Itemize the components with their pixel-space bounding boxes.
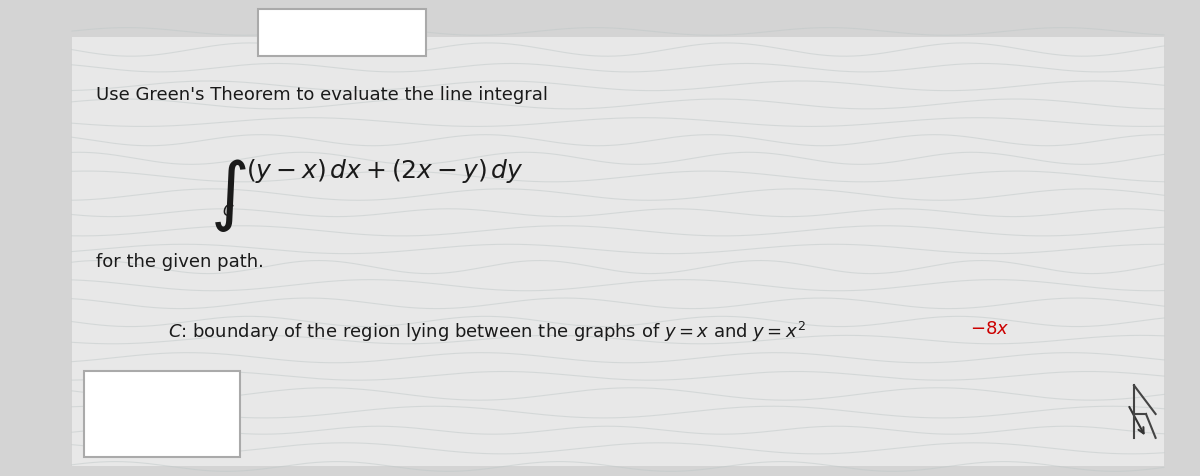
Text: $C$: boundary of the region lying between the graphs of $y = x$ and $y = x^{2}$: $C$: boundary of the region lying betwee… (168, 319, 805, 343)
FancyBboxPatch shape (258, 10, 426, 57)
Text: for the given path.: for the given path. (96, 252, 264, 270)
FancyBboxPatch shape (84, 371, 240, 457)
Text: $(y - x)\,dx + (2x - y)\,dy$: $(y - x)\,dx + (2x - y)\,dy$ (246, 157, 524, 185)
FancyBboxPatch shape (72, 38, 1164, 466)
Text: Use Green's Theorem to evaluate the line integral: Use Green's Theorem to evaluate the line… (96, 86, 548, 104)
Text: $C$: $C$ (222, 202, 234, 218)
Text: $\int$: $\int$ (210, 157, 246, 234)
Text: $- 8x$: $- 8x$ (970, 319, 1009, 337)
